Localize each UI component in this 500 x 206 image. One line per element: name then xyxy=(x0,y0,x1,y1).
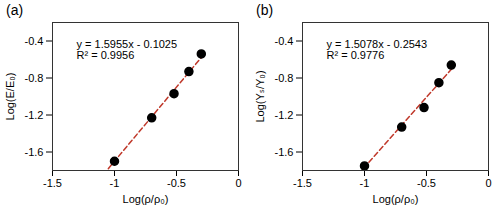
svg-text:0: 0 xyxy=(485,177,491,189)
svg-text:-0.4: -0.4 xyxy=(25,35,44,47)
svg-text:-0.8: -0.8 xyxy=(25,72,44,84)
svg-text:-0.5: -0.5 xyxy=(167,177,186,189)
svg-text:-0.5: -0.5 xyxy=(417,177,436,189)
svg-text:-1: -1 xyxy=(360,177,370,189)
svg-text:-1.5: -1.5 xyxy=(43,177,62,189)
svg-text:-1.2: -1.2 xyxy=(275,109,294,121)
svg-text:Log(ρ/ρ₀): Log(ρ/ρ₀) xyxy=(123,193,169,205)
html-text:(b): (b) xyxy=(256,2,274,18)
svg-text:-0.8: -0.8 xyxy=(275,72,294,84)
svg-text:y = 1.5078x - 0.2543R² = 0.977: y = 1.5078x - 0.2543R² = 0.9776 xyxy=(327,38,428,61)
svg-text:-1.2: -1.2 xyxy=(25,109,44,121)
svg-text:-1.6: -1.6 xyxy=(25,146,44,158)
svg-text:-1: -1 xyxy=(110,177,120,189)
svg-text:y = 1.5955x - 0.1025R² = 0.995: y = 1.5955x - 0.1025R² = 0.9956 xyxy=(77,38,178,61)
svg-text:-1.6: -1.6 xyxy=(275,146,294,158)
html-text:(a): (a) xyxy=(6,2,24,18)
svg-text:-0.4: -0.4 xyxy=(275,35,294,47)
svg-text:Log(ρ/ρ₀): Log(ρ/ρ₀) xyxy=(373,193,419,205)
svg-text:Log(E/E₀): Log(E/E₀) xyxy=(4,73,16,121)
svg-text:0: 0 xyxy=(235,177,241,189)
svg-text:Log(Yₛ/Y₀): Log(Yₛ/Y₀) xyxy=(254,70,266,122)
svg-text:-1.5: -1.5 xyxy=(293,177,312,189)
